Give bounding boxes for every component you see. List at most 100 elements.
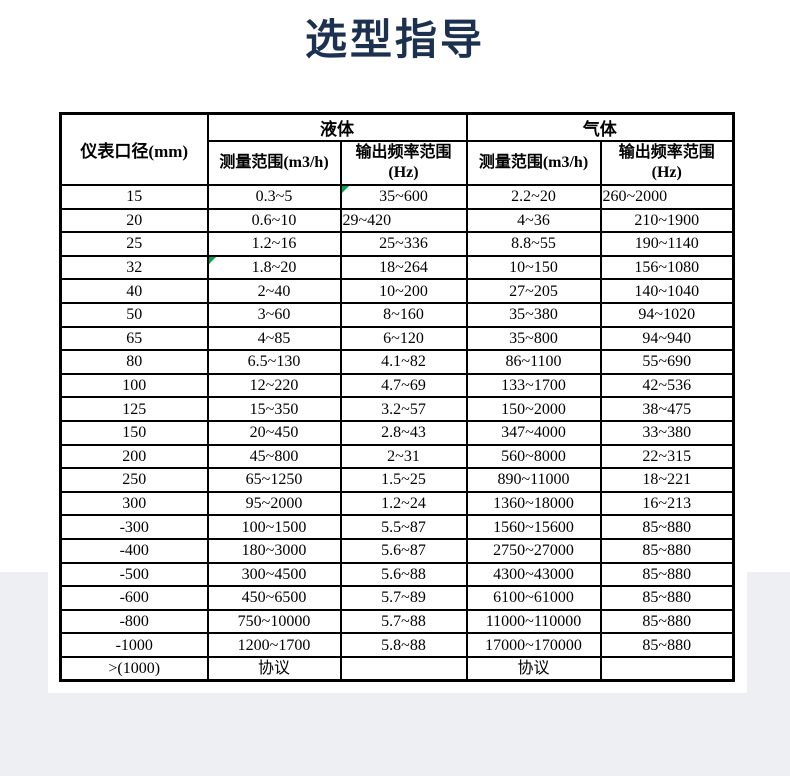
table-row: -600 450~6500 5.7~89 6100~61000 85~880 xyxy=(59,585,735,611)
diameter-cell: -600 xyxy=(59,585,209,611)
value-cell: 11000~110000 xyxy=(465,608,602,635)
green-corner-marker-icon xyxy=(342,186,349,193)
value-cell: 190~1140 xyxy=(599,231,735,257)
value-cell: 4300~43000 xyxy=(465,561,602,588)
value-cell: 85~880 xyxy=(599,537,735,564)
value-cell: 5.7~89 xyxy=(339,585,468,611)
value-cell: 5.5~87 xyxy=(339,514,468,540)
value-cell: 85~880 xyxy=(599,561,735,588)
gas-group-header: 气体 xyxy=(465,112,735,142)
liquid-output-frequency-header: 输出频率范围 (Hz) xyxy=(339,140,468,186)
diameter-cell: -400 xyxy=(59,537,209,564)
table-row: 25 1.2~16 25~336 8.8~55 190~1140 xyxy=(59,231,735,257)
table-row: 125 15~350 3.2~57 150~2000 38~475 xyxy=(59,396,735,422)
value-cell: 35~600 xyxy=(339,184,468,210)
value-cell: 210~1900 xyxy=(599,207,735,234)
value-cell: 560~8000 xyxy=(465,443,602,470)
table-row: -500 300~4500 5.6~88 4300~43000 85~880 xyxy=(59,561,735,588)
value-cell: 85~880 xyxy=(599,632,735,658)
table-row: 200 45~800 2~31 560~8000 22~315 xyxy=(59,443,735,470)
value-cell: 3~60 xyxy=(206,301,342,328)
value-cell: 94~1020 xyxy=(599,301,735,328)
table-row: 20 0.6~10 29~420 4~36 210~1900 xyxy=(59,207,735,234)
diameter-cell: >(1000) xyxy=(59,655,209,682)
table-row: -300 100~1500 5.5~87 1560~15600 85~880 xyxy=(59,514,735,540)
value-cell: 6100~61000 xyxy=(465,585,602,611)
value-cell: 85~880 xyxy=(599,514,735,540)
value-cell: 协议 xyxy=(465,655,602,682)
value-cell: 27~205 xyxy=(465,278,602,304)
value-cell: 42~536 xyxy=(599,372,735,399)
value-cell: 55~690 xyxy=(599,349,735,375)
value-cell: 29~420 xyxy=(339,207,468,234)
value-cell: 33~380 xyxy=(599,419,735,446)
value-cell: 2750~27000 xyxy=(465,537,602,564)
value-cell: 95~2000 xyxy=(206,490,342,517)
value-cell: 1.5~25 xyxy=(339,467,468,493)
value-cell: 6~120 xyxy=(339,325,468,352)
diameter-cell: 80 xyxy=(59,349,209,375)
diameter-cell: 20 xyxy=(59,207,209,234)
value-cell: 65~1250 xyxy=(206,467,342,493)
liquid-measure-range-header: 测量范围(m3/h) xyxy=(206,140,342,186)
value-cell: 10~200 xyxy=(339,278,468,304)
value-cell: 85~880 xyxy=(599,608,735,635)
value-cell: 38~475 xyxy=(599,396,735,422)
value-cell: 156~1080 xyxy=(599,254,735,281)
value-cell: 18~264 xyxy=(339,254,468,281)
table-row: -400 180~3000 5.6~87 2750~27000 85~880 xyxy=(59,537,735,564)
value-cell: 1560~15600 xyxy=(465,514,602,540)
diameter-cell: -800 xyxy=(59,608,209,635)
value-cell: 890~11000 xyxy=(465,467,602,493)
gas-measure-range-header: 测量范围(m3/h) xyxy=(465,140,602,186)
diameter-cell: 32 xyxy=(59,254,209,281)
value-cell: 86~1100 xyxy=(465,349,602,375)
value-cell: 133~1700 xyxy=(465,372,602,399)
value-cell xyxy=(339,655,468,682)
table-row: >(1000) 协议 协议 xyxy=(59,655,735,682)
value-cell: 18~221 xyxy=(599,467,735,493)
value-cell: 8~160 xyxy=(339,301,468,328)
table-row: 100 12~220 4.7~69 133~1700 42~536 xyxy=(59,372,735,399)
table-row: 65 4~85 6~120 35~800 94~940 xyxy=(59,325,735,352)
value-cell: 22~315 xyxy=(599,443,735,470)
value-cell: 10~150 xyxy=(465,254,602,281)
table-row: 32 1.8~20 18~264 10~150 156~1080 xyxy=(59,254,735,281)
value-cell: 5.8~88 xyxy=(339,632,468,658)
table-row: 40 2~40 10~200 27~205 140~1040 xyxy=(59,278,735,304)
diameter-cell: 200 xyxy=(59,443,209,470)
diameter-cell: 25 xyxy=(59,231,209,257)
value-cell: 12~220 xyxy=(206,372,342,399)
liquid-group-header: 液体 xyxy=(206,112,468,142)
value-cell: 750~10000 xyxy=(206,608,342,635)
value-cell: 8.8~55 xyxy=(465,231,602,257)
value-cell: 45~800 xyxy=(206,443,342,470)
value-cell: 260~2000 xyxy=(599,184,735,210)
value-cell: 1.2~24 xyxy=(339,490,468,517)
diameter-cell: 100 xyxy=(59,372,209,399)
diameter-cell: 65 xyxy=(59,325,209,352)
table-row: 300 95~2000 1.2~24 1360~18000 16~213 xyxy=(59,490,735,517)
value-cell: 协议 xyxy=(206,655,342,682)
value-cell: 5.6~88 xyxy=(339,561,468,588)
value-cell: 94~940 xyxy=(599,325,735,352)
value-cell: 17000~170000 xyxy=(465,632,602,658)
green-corner-marker-icon xyxy=(209,257,216,264)
page-title: 选型指导 xyxy=(304,16,485,63)
value-cell: 0.3~5 xyxy=(206,184,342,210)
diameter-column-header: 仪表口径(mm) xyxy=(59,112,209,186)
diameter-cell: -1000 xyxy=(59,632,209,658)
value-cell: 1200~1700 xyxy=(206,632,342,658)
diameter-cell: -300 xyxy=(59,514,209,540)
table-row: 150 20~450 2.8~43 347~4000 33~380 xyxy=(59,419,735,446)
value-cell: 180~3000 xyxy=(206,537,342,564)
diameter-cell: 125 xyxy=(59,396,209,422)
value-cell: 35~380 xyxy=(465,301,602,328)
value-cell: 85~880 xyxy=(599,585,735,611)
group-header-row: 仪表口径(mm) 液体 气体 xyxy=(59,112,735,186)
gas-output-frequency-header: 输出频率范围 (Hz) xyxy=(599,140,735,186)
value-cell: 5.7~88 xyxy=(339,608,468,635)
selection-guide-table: 仪表口径(mm) 液体 气体 测量范围(m3/h) 输出频率范围 (Hz) 测量… xyxy=(59,112,735,683)
value-cell: 20~450 xyxy=(206,419,342,446)
table-row: 50 3~60 8~160 35~380 94~1020 xyxy=(59,301,735,328)
